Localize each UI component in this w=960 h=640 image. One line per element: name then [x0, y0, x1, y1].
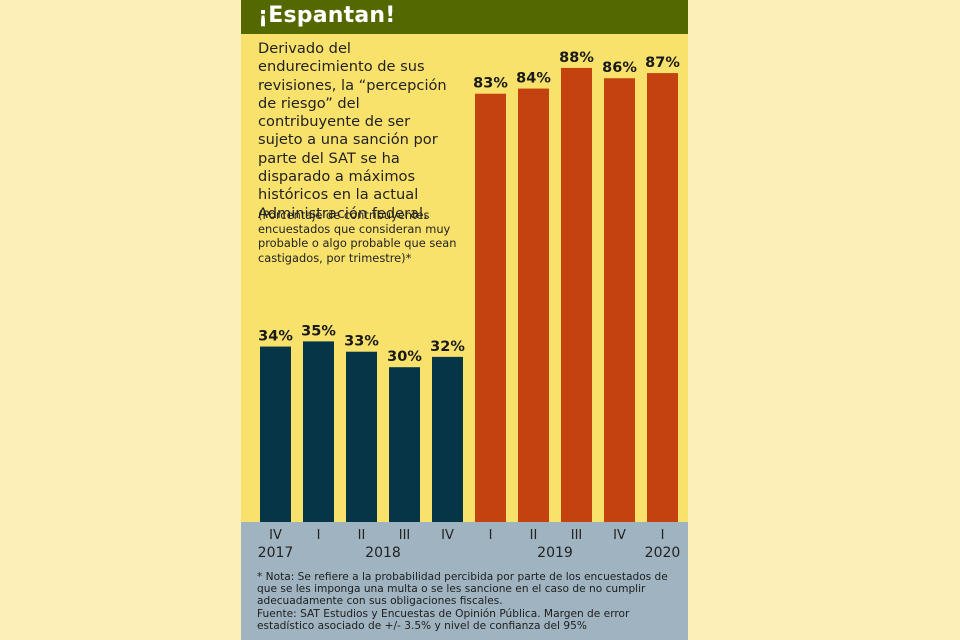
year-label: 2018 — [365, 545, 401, 561]
bar-iv-2019 — [604, 78, 635, 522]
quarter-tick-label: III — [570, 528, 583, 543]
data-label: 86% — [602, 60, 637, 76]
header-bar: ¡Espantan! — [241, 0, 688, 34]
data-label: 35% — [301, 323, 336, 339]
data-label: 34% — [258, 329, 293, 345]
quarter-tick-label: II — [529, 528, 538, 543]
infographic-panel: ¡Espantan! Derivado del endurecimiento d… — [241, 0, 688, 640]
bar-iv-2017 — [260, 346, 291, 522]
quarter-tick-label: I — [660, 528, 665, 543]
data-label: 32% — [430, 339, 465, 355]
data-label: 83% — [473, 76, 508, 92]
quarter-tick-label: IV — [269, 528, 282, 543]
data-label: 30% — [387, 349, 422, 365]
bar-iv-2018 — [432, 356, 463, 522]
footnotes: * Nota: Se refiere a la probabilidad per… — [257, 571, 677, 632]
year-label: 2020 — [644, 545, 681, 561]
quarter-tick-label: I — [316, 528, 321, 543]
quarter-tick-label: II — [357, 528, 366, 543]
year-label: 2019 — [537, 545, 573, 561]
bar-i-2018 — [303, 341, 334, 522]
data-label: 84% — [516, 71, 551, 87]
note-text: * Nota: Se refiere a la probabilidad per… — [257, 571, 668, 608]
bar-ii-2019 — [518, 88, 549, 522]
data-label: 87% — [645, 55, 680, 71]
year-label: 2017 — [257, 545, 294, 561]
bar-i-2020 — [647, 73, 678, 522]
quarter-tick-label: IV — [613, 528, 626, 543]
chart-subtitle: (Porcentaje de contribuyentes encuestado… — [258, 208, 457, 265]
data-label: 88% — [559, 50, 594, 66]
lead-text: Derivado del endurecimiento de sus revis… — [258, 40, 447, 222]
bar-i-2019 — [475, 93, 506, 522]
quarter-tick-label: IV — [441, 528, 454, 543]
bar-ii-2018 — [346, 351, 377, 522]
bar-chart: 34% 35% 33% 30% 32% 83% 84% 88% 86% 87% — [258, 50, 680, 522]
x-axis-band: IV I II III IV I II III IV I 2017 2018 2019 2020 * N… — [241, 522, 688, 640]
bar-iii-2019 — [561, 67, 592, 522]
quarter-tick-label: III — [398, 528, 411, 543]
source-text: Fuente: SAT Estudios y Encuestas de Opin… — [257, 607, 630, 632]
chart-title: ¡Espantan! — [258, 3, 396, 28]
data-label: 33% — [344, 334, 379, 350]
bar-iii-2018 — [389, 367, 420, 522]
quarter-tick-label: I — [488, 528, 493, 543]
